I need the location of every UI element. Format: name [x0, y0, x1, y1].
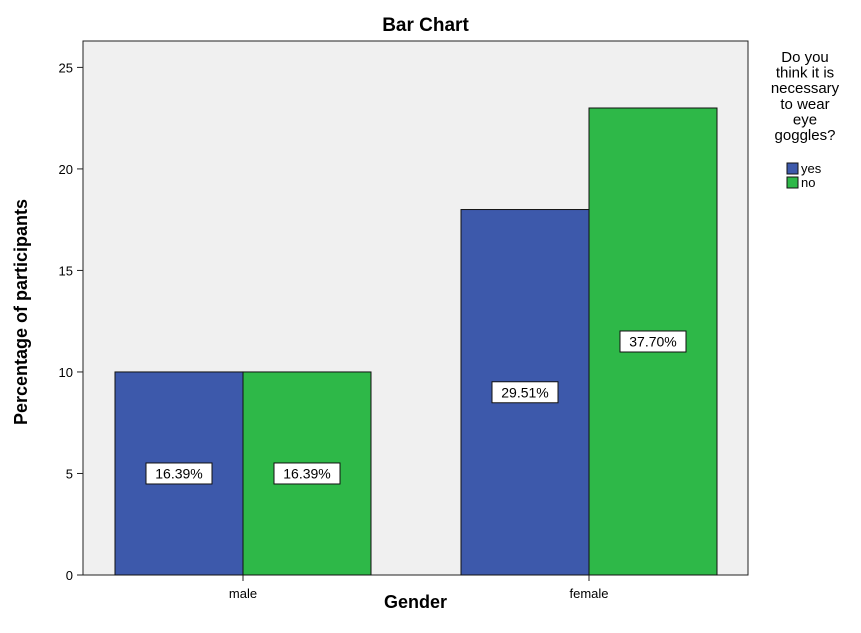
legend-title: think it is	[776, 65, 834, 82]
x-tick-label: male	[229, 586, 257, 601]
legend-title: goggles?	[775, 127, 836, 144]
legend-title: to wear	[780, 96, 829, 113]
chart-title: Bar Chart	[382, 15, 469, 36]
y-axis-title: Percentage of participants	[11, 199, 31, 425]
y-tick-label: 0	[66, 568, 73, 583]
x-axis-title: Gender	[384, 592, 447, 612]
data-label: 16.39%	[155, 465, 202, 481]
x-axis: male female	[229, 575, 609, 601]
data-label: 37.70%	[629, 334, 676, 350]
data-labels: 16.39% 29.51% 16.39% 37.70%	[145, 330, 687, 485]
y-axis: 0 5 10 15 20 25	[59, 60, 83, 583]
legend-label: yes	[801, 161, 822, 176]
y-tick-label: 25	[59, 60, 73, 75]
data-label-box	[619, 330, 687, 353]
y-tick-label: 10	[59, 365, 73, 380]
y-tick-label: 5	[66, 466, 73, 481]
x-tick-label: female	[569, 586, 608, 601]
legend-swatch	[786, 162, 799, 175]
y-tick-label: 15	[59, 263, 73, 278]
legend-swatch	[786, 176, 799, 189]
y-tick-label: 20	[59, 162, 73, 177]
legend-label: no	[801, 175, 815, 190]
data-label-box	[491, 381, 559, 404]
legend-title: eye	[793, 111, 817, 128]
data-label-box	[145, 462, 213, 485]
legend-title: necessary	[771, 80, 840, 97]
legend-title: Do you	[781, 49, 829, 66]
data-label: 29.51%	[501, 384, 548, 400]
data-label: 16.39%	[283, 465, 330, 481]
data-label-box	[273, 462, 341, 485]
